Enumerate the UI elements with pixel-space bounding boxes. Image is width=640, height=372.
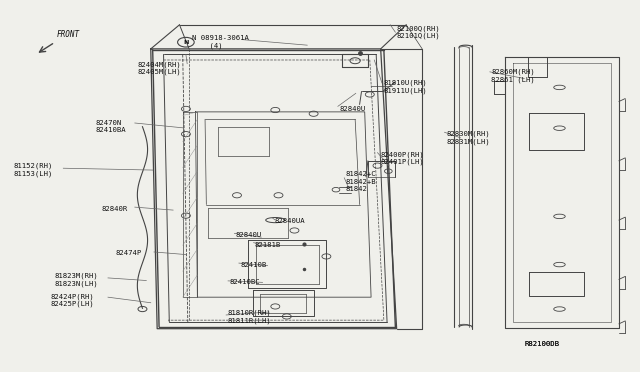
Text: 82474P: 82474P: [116, 250, 142, 256]
Text: 82470N
82410BA: 82470N 82410BA: [95, 120, 126, 133]
Text: 82840U: 82840U: [339, 106, 365, 112]
Text: R82100DB: R82100DB: [524, 340, 559, 346]
Text: N: N: [183, 40, 189, 45]
Text: N 08918-3061A
    (4): N 08918-3061A (4): [192, 35, 249, 49]
Text: 82830M(RH)
82831M(LH): 82830M(RH) 82831M(LH): [447, 131, 490, 145]
Text: 82410B: 82410B: [240, 262, 266, 267]
Text: 82181B: 82181B: [255, 242, 281, 248]
Text: 82404M(RH)
82405M(LH): 82404M(RH) 82405M(LH): [138, 61, 182, 75]
Text: R82100DB: R82100DB: [524, 340, 559, 346]
Text: 81842+C
81842+B
81842: 81842+C 81842+B 81842: [346, 171, 376, 192]
Text: 82840U: 82840U: [236, 232, 262, 238]
Text: 81152(RH)
81153(LH): 81152(RH) 81153(LH): [13, 163, 53, 177]
Text: 81810R(RH)
81811R(LH): 81810R(RH) 81811R(LH): [227, 310, 271, 324]
Text: 81810U(RH)
81911U(LH): 81810U(RH) 81911U(LH): [384, 80, 428, 94]
Text: 82424P(RH)
82425P(LH): 82424P(RH) 82425P(LH): [51, 293, 94, 307]
Text: 82410BC: 82410BC: [229, 279, 260, 285]
Text: 82840R: 82840R: [102, 206, 128, 212]
Text: 82400P(RH)
82401P(LH): 82400P(RH) 82401P(LH): [381, 151, 424, 165]
Text: FRONT: FRONT: [57, 30, 80, 39]
Text: 82860M(RH)
82861 (LH): 82860M(RH) 82861 (LH): [491, 68, 535, 83]
Text: 82100Q(RH)
82101Q(LH): 82100Q(RH) 82101Q(LH): [397, 25, 440, 39]
Text: 82840UA: 82840UA: [274, 218, 305, 224]
Text: 81823M(RH)
81823N(LH): 81823M(RH) 81823N(LH): [55, 272, 99, 286]
